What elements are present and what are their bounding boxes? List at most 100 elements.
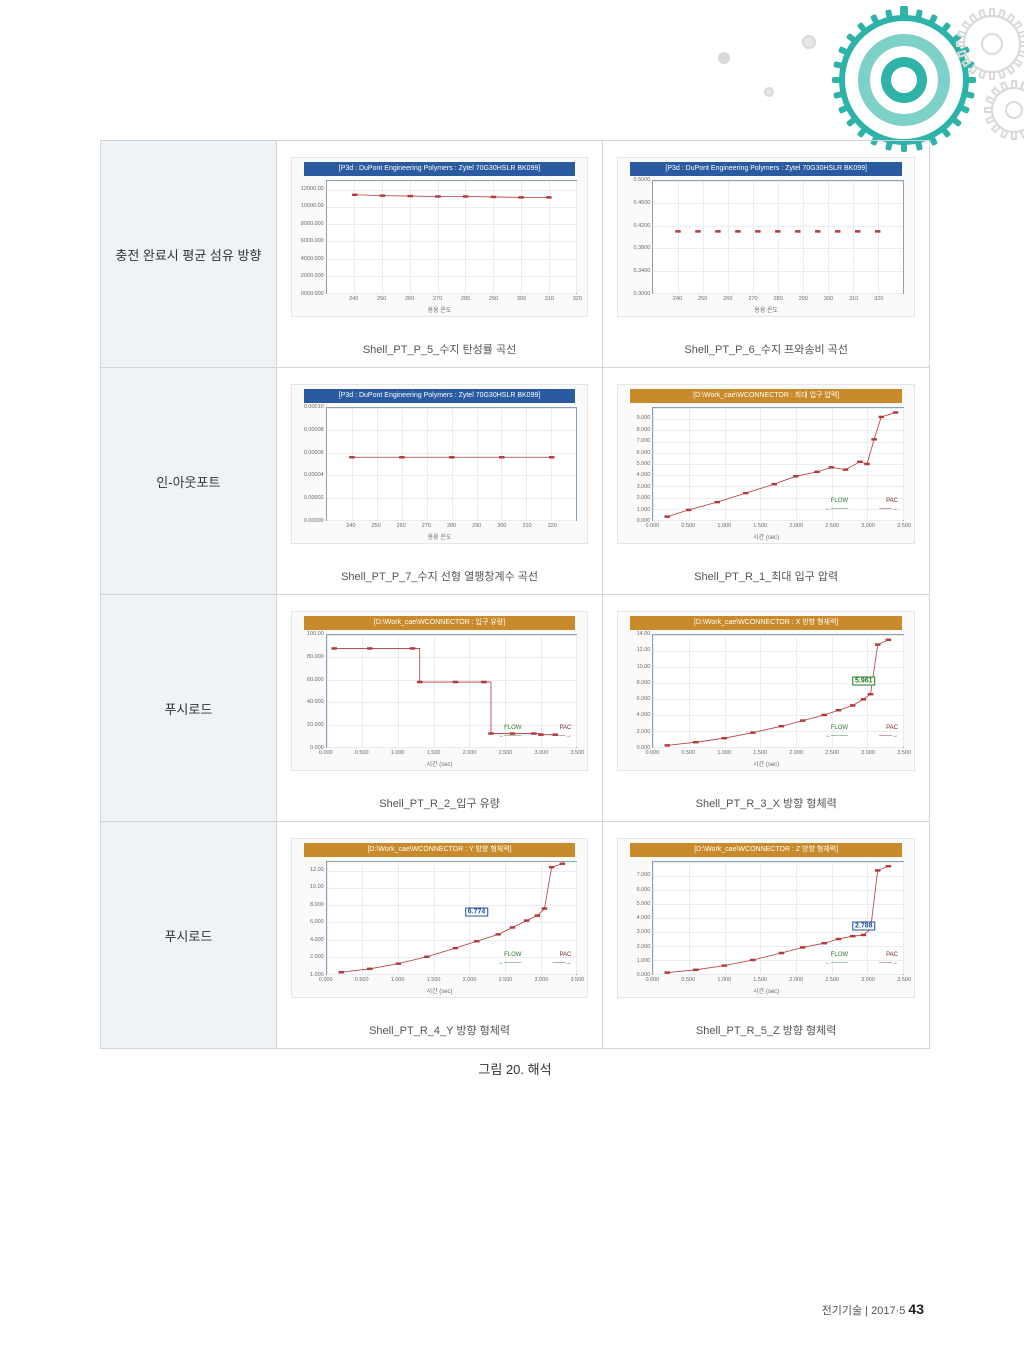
plot-area: FLOW←────PAC───→ <box>326 634 578 748</box>
xtick-label: 1.000 <box>717 977 731 983</box>
chart-caption: Shell_PT_R_2_입구 유량 <box>291 795 589 811</box>
xtick-label: 2.500 <box>499 977 513 983</box>
flow-label: FLOW <box>504 725 521 731</box>
xtick-label: 0.500 <box>681 977 695 983</box>
flow-label: FLOW <box>504 952 521 958</box>
ytick-label: 100.00 <box>294 631 324 637</box>
chart-annotation: 5.961 <box>852 677 876 686</box>
xtick-label: 290 <box>489 296 498 302</box>
xtick-label: 270 <box>748 296 757 302</box>
x-axis-label: 시간 (sec) <box>618 759 914 768</box>
ytick-label: 7.000 <box>620 438 650 444</box>
figure-row: 인-아웃포트[P3d : DuPont Engineering Polymers… <box>101 368 930 595</box>
ytick-label: 0.5000 <box>620 177 650 183</box>
chart-caption: Shell_PT_P_6_수지 프와송비 곡선 <box>617 341 915 357</box>
chart-title: [D:\Work_cae\WCONNECTOR : Z 방향 형체력] <box>630 843 902 857</box>
x-axis-label: 시간 (sec) <box>618 986 914 995</box>
xtick-label: 280 <box>774 296 783 302</box>
ytick-label: 0.00010 <box>294 404 324 410</box>
xtick-label: 2.000 <box>789 977 803 983</box>
ytick-label: 6.000 <box>620 450 650 456</box>
ytick-label: 6.000 <box>620 887 650 893</box>
chart: [P3d : DuPont Engineering Polymers : Zyt… <box>291 157 589 317</box>
ytick-label: 4.000 <box>620 712 650 718</box>
pac-label: PAC <box>886 725 898 731</box>
flow-label: FLOW <box>831 725 848 731</box>
xtick-label: 250 <box>698 296 707 302</box>
ytick-label: 4.000 <box>294 937 324 943</box>
ytick-label: 8000.000 <box>294 221 324 227</box>
flow-arrow-icon: ←──── <box>825 960 848 966</box>
chart-annotation: 2.788 <box>852 922 876 931</box>
pac-label: PAC <box>559 725 571 731</box>
xtick-label: 290 <box>799 296 808 302</box>
figure-caption: 그림 20. 해석 <box>100 1059 930 1078</box>
pac-arrow-icon: ───→ <box>879 733 898 739</box>
xtick-label: 320 <box>874 296 883 302</box>
xtick-label: 320 <box>548 523 557 529</box>
chart-title: [D:\Work_cae\WCONNECTOR : Y 방향 형체력] <box>304 843 576 857</box>
ytick-label: 8.000 <box>620 680 650 686</box>
ytick-label: 5.000 <box>620 461 650 467</box>
chart-title: [P3d : DuPont Engineering Polymers : Zyt… <box>304 162 576 176</box>
chart: [D:\Work_cae\WCONNECTOR : 입구 유량] FLOW ←───… <box>291 611 589 771</box>
xtick-label: 320 <box>573 296 582 302</box>
ytick-label: 0.3400 <box>620 268 650 274</box>
xtick-label: 2.000 <box>789 523 803 529</box>
xtick-label: 2.500 <box>825 750 839 756</box>
xtick-label: 310 <box>849 296 858 302</box>
pac-label: PAC <box>886 952 898 958</box>
figure-row: 푸시로드[D:\Work_cae\WCONNECTOR : 입구 유량]FLOW… <box>101 595 930 822</box>
xtick-label: 270 <box>433 296 442 302</box>
xtick-label: 2.000 <box>463 750 477 756</box>
ytick-label: 0.3000 <box>620 291 650 297</box>
flow-arrow-icon: ←──── <box>825 733 848 739</box>
xtick-label: 3.000 <box>861 750 875 756</box>
xtick-label: 2.500 <box>825 977 839 983</box>
footer-issue: 2017·5 <box>871 1305 905 1317</box>
xtick-label: 300 <box>517 296 526 302</box>
xtick-label: 3.000 <box>535 977 549 983</box>
xtick-label: 3.500 <box>570 750 584 756</box>
ytick-label: 2.000 <box>620 495 650 501</box>
chart-annotation: 6.774 <box>465 907 489 916</box>
chart-cell: [D:\Work_cae\WCONNECTOR : 최대 입구 압력]FLOW←… <box>603 368 930 595</box>
x-axis-label: 시간 (sec) <box>618 532 914 541</box>
ytick-label: 0.00000 <box>294 518 324 524</box>
pac-arrow-icon: ───→ <box>879 960 898 966</box>
ytick-label: 2.000 <box>620 944 650 950</box>
flow-arrow-icon: ←──── <box>825 506 848 512</box>
pac-label: PAC <box>886 498 898 504</box>
xtick-label: 250 <box>371 523 380 529</box>
xtick-label: 3.500 <box>897 750 911 756</box>
ytick-label: 0.00004 <box>294 472 324 478</box>
plot-area <box>326 407 578 521</box>
chart-cell: [D:\Work_cae\WCONNECTOR : X 방향 형체력]5.961… <box>603 595 930 822</box>
footer-journal: 전기기술 <box>822 1305 862 1317</box>
ytick-label: 4000.000 <box>294 256 324 262</box>
xtick-label: 260 <box>723 296 732 302</box>
xtick-label: 2.500 <box>825 523 839 529</box>
xtick-label: 1.000 <box>717 750 731 756</box>
ytick-label: 10000.00 <box>294 203 324 209</box>
chart-title: [D:\Work_cae\WCONNECTOR : 입구 유량] <box>304 616 576 630</box>
xtick-label: 2.000 <box>789 750 803 756</box>
footer-page: 43 <box>908 1301 924 1317</box>
ytick-label: 2.000 <box>294 954 324 960</box>
ytick-label: 0.3800 <box>620 245 650 251</box>
chart-cell: [D:\Work_cae\WCONNECTOR : Z 방향 형체력] 2.788… <box>603 822 930 1049</box>
chart: [D:\Work_cae\WCONNECTOR : Y 방향 형체력] 6.774… <box>291 838 589 998</box>
xtick-label: 3.000 <box>861 977 875 983</box>
xtick-label: 260 <box>405 296 414 302</box>
xtick-label: 3.000 <box>535 750 549 756</box>
xtick-label: 280 <box>461 296 470 302</box>
flow-arrow-icon: ←──── <box>498 733 521 739</box>
chart-caption: Shell_PT_P_5_수지 탄성률 곡선 <box>291 341 589 357</box>
xtick-label: 2.500 <box>499 750 513 756</box>
x-axis-label: 용융 온도 <box>292 532 588 541</box>
xtick-label: 0.000 <box>319 977 333 983</box>
ytick-label: 3.000 <box>620 484 650 490</box>
x-axis-label: 용융 온도 <box>292 305 588 314</box>
ytick-label: 0.4200 <box>620 223 650 229</box>
figure-row: 푸시로드[D:\Work_cae\WCONNECTOR : Y 방향 형체력]6… <box>101 822 930 1049</box>
